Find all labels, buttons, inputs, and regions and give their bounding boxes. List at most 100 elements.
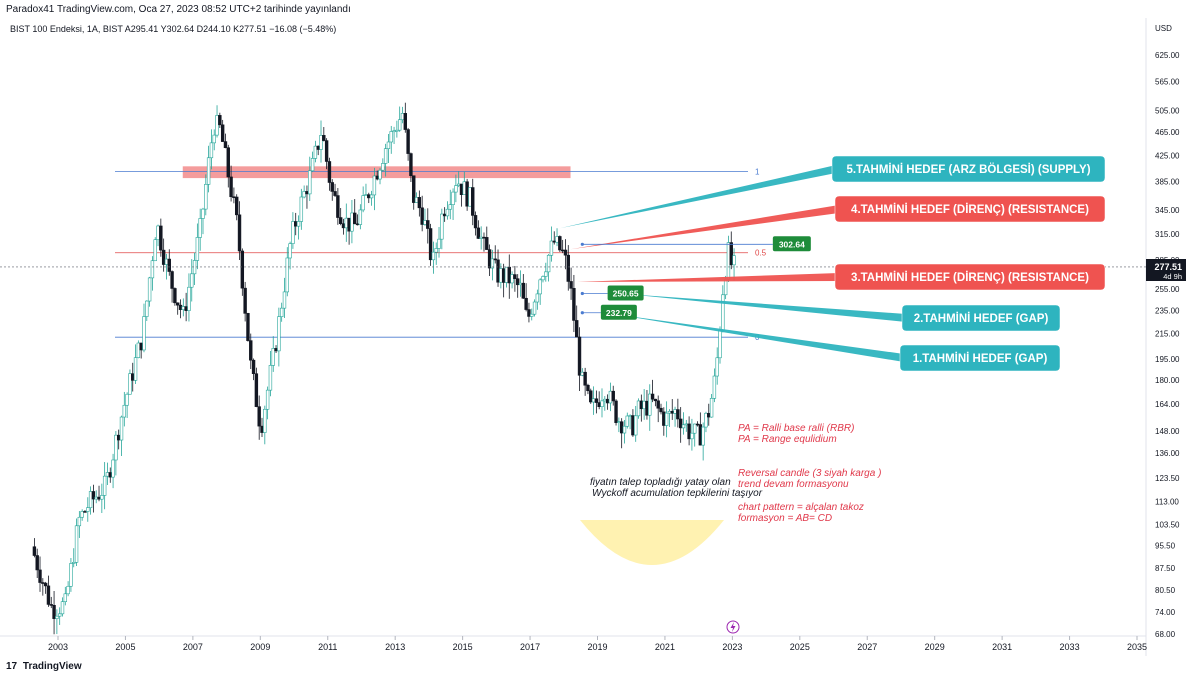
- candle-body: [150, 260, 155, 279]
- note-pattern-1: chart pattern = alçalan takoz: [738, 502, 864, 513]
- candle-body: [294, 221, 298, 227]
- candle-body: [594, 398, 599, 403]
- time-axis[interactable]: 2003 2005 2007 2009 2011 2013 2015 2017 2019 2021…: [48, 636, 1147, 652]
- candle-body: [347, 217, 351, 232]
- candle-body: [636, 400, 641, 417]
- price-tick-label: 136.00: [1155, 449, 1180, 458]
- candle-body: [479, 236, 483, 239]
- candle-body: [518, 282, 523, 286]
- price-tick-label: 123.50: [1155, 474, 1180, 483]
- time-tick-label: 2003: [48, 642, 68, 652]
- candle-body: [664, 412, 669, 426]
- candle-body: [378, 169, 382, 180]
- candle-body: [131, 373, 135, 381]
- candle-body: [591, 398, 596, 403]
- note-wyckoff-1: fiyatın talep topladığı yatay olan: [590, 477, 731, 488]
- candle-body: [260, 425, 264, 433]
- lightning-icon[interactable]: [726, 620, 740, 634]
- candle-body: [414, 197, 419, 203]
- candle-body: [369, 194, 374, 199]
- target-box: [834, 195, 1106, 223]
- candle-body: [678, 418, 683, 429]
- target-box: [831, 155, 1106, 183]
- candle-body: [721, 294, 725, 331]
- candle-body: [122, 404, 127, 418]
- candle-body: [504, 266, 509, 283]
- target-pointer: [560, 165, 836, 229]
- price-tick-label: 235.00: [1155, 306, 1180, 315]
- note-reversal-1: Reversal candle (3 siyah karga ): [738, 468, 881, 479]
- candle-body: [670, 410, 674, 414]
- candle-body: [282, 291, 287, 309]
- candle-body: [406, 129, 410, 154]
- candle-body: [91, 491, 96, 500]
- candle-body: [108, 472, 112, 478]
- candle-body: [187, 286, 191, 311]
- time-tick-label: 2015: [453, 642, 473, 652]
- last-price-value: 277.51: [1154, 262, 1182, 272]
- candle-body: [659, 407, 663, 413]
- time-tick-label: 2019: [587, 642, 607, 652]
- candle-body: [319, 135, 323, 150]
- price-tick-label: 68.00: [1155, 630, 1176, 639]
- candle-body: [201, 208, 205, 219]
- time-tick-label: 2013: [385, 642, 405, 652]
- candle-body: [353, 212, 357, 225]
- candle-body: [558, 236, 562, 251]
- candle-body: [662, 411, 666, 426]
- candle-body: [718, 329, 722, 359]
- candle-body: [650, 393, 655, 400]
- candle-body: [102, 475, 107, 496]
- candle-body: [288, 243, 292, 259]
- fib-retracement: 10.50: [115, 167, 767, 342]
- candle-body: [544, 271, 548, 277]
- candle-body: [645, 400, 649, 416]
- price-tick-label: 255.00: [1155, 285, 1180, 294]
- price-tag-box: [772, 236, 811, 252]
- candle-body: [105, 472, 110, 477]
- candle-body: [403, 113, 408, 130]
- price-tag-dot: [580, 242, 584, 246]
- candle-body: [698, 424, 703, 446]
- price-tick-label: 164.00: [1155, 400, 1180, 409]
- candle-body: [586, 384, 590, 392]
- candle-body: [395, 129, 399, 132]
- candle-body: [566, 254, 570, 282]
- candle-body: [656, 400, 660, 409]
- candle-body: [60, 601, 65, 615]
- candle-body: [176, 302, 180, 306]
- candle-body: [296, 221, 301, 227]
- candle-body: [707, 412, 711, 418]
- candle-body: [490, 258, 495, 269]
- candle-body: [128, 373, 132, 395]
- tradingview-brand: TradingView: [22, 661, 82, 672]
- candle-body: [386, 141, 391, 149]
- last-price-countdown: 4d 9h: [1163, 272, 1182, 281]
- candle-body: [729, 242, 733, 266]
- candle-body: [49, 604, 53, 606]
- candle-body: [448, 204, 452, 210]
- candle-body: [459, 183, 464, 195]
- candle-body: [549, 240, 554, 256]
- candle-body: [257, 406, 261, 427]
- candle-body: [465, 181, 469, 207]
- candle-body: [397, 119, 402, 131]
- target-label: 1.TAHMİNİ HEDEF (GAP): [913, 352, 1048, 365]
- candle-body: [383, 148, 388, 164]
- price-axis[interactable]: 625.00 565.00 505.00 465.00 425.00 385.00 345.…: [1155, 51, 1180, 639]
- target-pointer: [577, 273, 839, 282]
- candle-body: [420, 207, 424, 225]
- candle-body: [462, 181, 467, 195]
- candle-body: [507, 266, 511, 284]
- target-pointer: [570, 205, 839, 250]
- price-tick-label: 103.50: [1155, 520, 1180, 529]
- candle-body: [493, 258, 497, 261]
- candle-body: [440, 213, 444, 240]
- top-bar: Paradox41 TradingView.com, Oca 27, 2023 …: [0, 0, 1200, 18]
- price-tick-label: 345.00: [1155, 206, 1180, 215]
- candle-body: [589, 390, 593, 403]
- candle-body: [639, 400, 644, 410]
- candle-body: [279, 307, 284, 317]
- candle-body: [535, 293, 540, 303]
